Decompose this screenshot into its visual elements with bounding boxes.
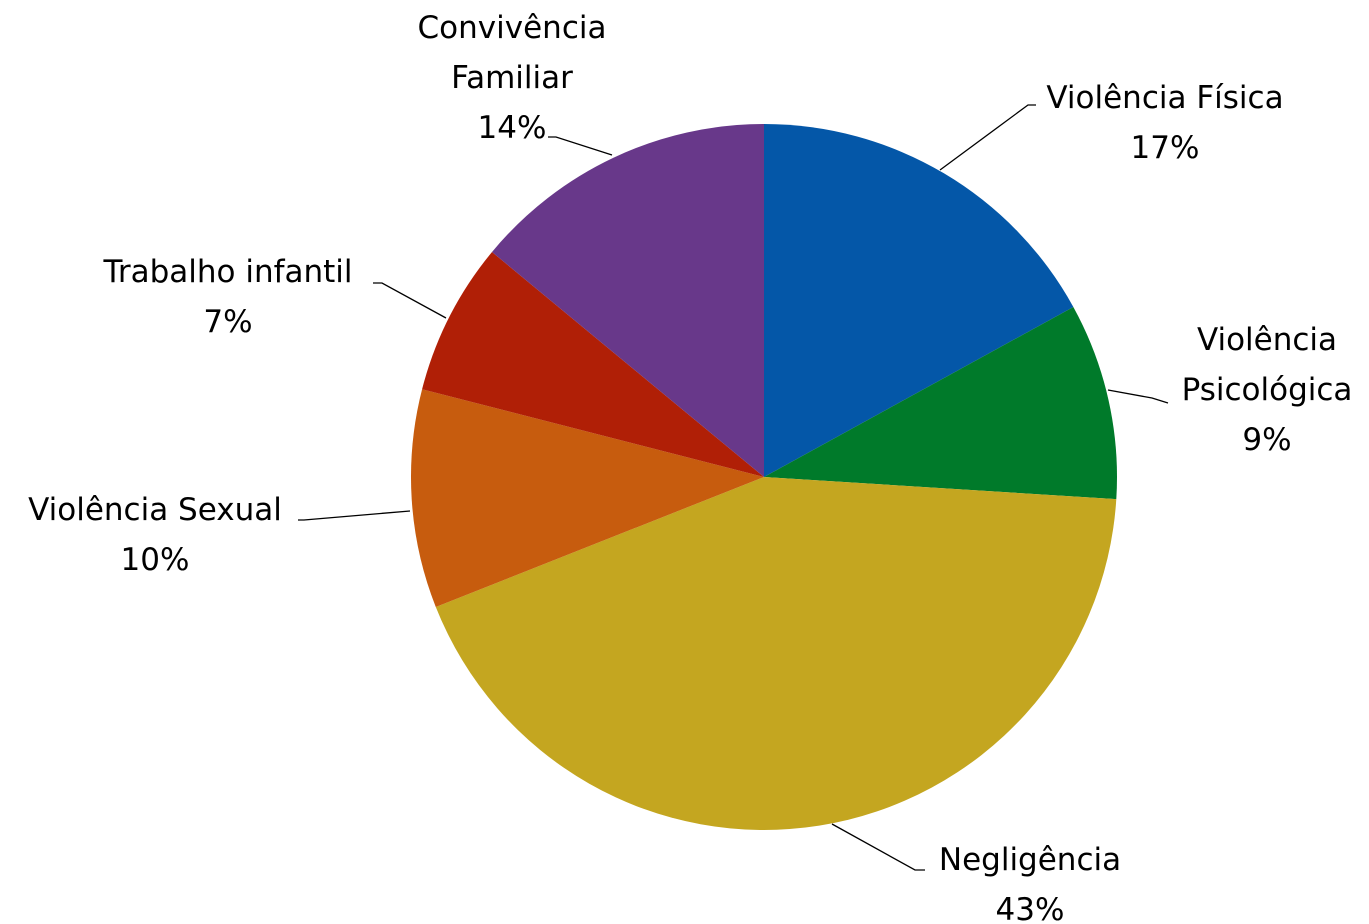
pie-slice-negligencia: [435, 477, 1117, 830]
leader-lines: [298, 104, 1169, 871]
slice-percent-violencia-psicologica: 9%: [1242, 422, 1291, 458]
leader-violencia-psicologica: [1107, 389, 1169, 404]
slice-label-negligencia: Negligência: [939, 842, 1121, 878]
pie-slice-convivencia-familiar: [492, 124, 764, 477]
leader-trabalho-infantil: [373, 282, 447, 319]
leader-negligencia: [831, 823, 925, 871]
slice-percent-negligencia: 43%: [996, 892, 1065, 924]
slice-label-violencia-sexual: Violência Sexual: [28, 492, 282, 528]
slice-label-violencia-psicologica-line1: Violência: [1197, 322, 1337, 358]
pie-slices: [410, 124, 1117, 830]
slice-percent-violencia-fisica: 17%: [1131, 130, 1200, 166]
pie-slice-violencia-fisica: [764, 124, 1074, 477]
pie-slice-violencia-sexual: [410, 389, 764, 607]
leader-convivencia-familiar: [548, 136, 613, 156]
slice-label-convivencia-familiar-line1: Convivência: [418, 10, 607, 46]
pie-slice-violencia-psicologica: [764, 306, 1117, 500]
leader-violencia-fisica: [939, 104, 1036, 171]
leader-violencia-sexual: [298, 510, 411, 521]
slice-percent-trabalho-infantil: 7%: [203, 304, 252, 340]
slice-label-trabalho-infantil: Trabalho infantil: [102, 254, 352, 290]
slice-percent-convivencia-familiar: 14%: [478, 110, 547, 146]
slice-label-convivencia-familiar-line2: Familiar: [451, 60, 573, 96]
slice-label-violencia-psicologica-line2: Psicológica: [1182, 372, 1353, 408]
pie-slice-trabalho-infantil: [422, 251, 764, 477]
slice-label-violencia-fisica: Violência Física: [1046, 80, 1283, 116]
slice-percent-violencia-sexual: 10%: [121, 542, 190, 578]
